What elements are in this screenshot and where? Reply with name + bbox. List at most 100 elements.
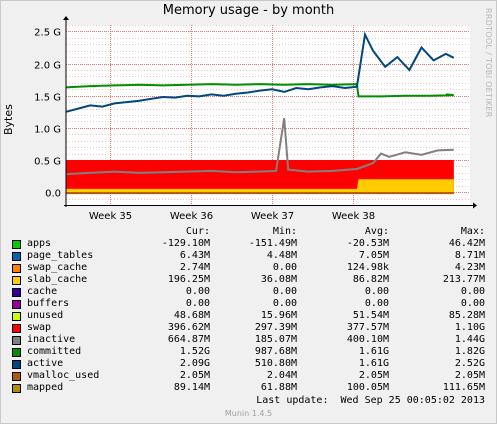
- legend-row: page_tables 6.43M 4.48M 7.05M 8.71M: [0, 250, 497, 262]
- legend-header-min: Min:: [272, 226, 297, 237]
- legend-row: slab_cache 196.25M 36.08M 86.82M 213.77M: [0, 274, 497, 286]
- legend-label: swap_cache: [27, 262, 88, 273]
- legend-min: 0.00: [272, 298, 297, 309]
- legend-row: swap_cache 2.74M 0.00 124.98k 4.23M: [0, 262, 497, 274]
- legend-cur: 396.62M: [167, 322, 210, 333]
- legend-avg: 86.82M: [352, 274, 389, 285]
- legend-avg: 1.61G: [358, 358, 389, 369]
- last-update: Last update: Wed Sep 25 00:05:02 2013: [256, 395, 485, 406]
- legend-cur: 0.00: [185, 286, 210, 297]
- legend-label: active: [27, 358, 64, 369]
- y-tick-label: 2.5 G: [34, 28, 61, 39]
- legend-min: 61.88M: [260, 382, 297, 393]
- x-tick-label: Week 38: [332, 211, 375, 222]
- legend-min: -151.49M: [248, 238, 297, 249]
- legend-swatch: [12, 288, 21, 297]
- legend-swatch: [12, 384, 21, 393]
- memory-chart: 0.0 0.5 G 1.0 G 1.5 G 2.0 G 2.5 G Week 35 Week …: [34, 16, 477, 222]
- legend-label: swap: [27, 322, 52, 333]
- legend-cur: 0.00: [185, 298, 210, 309]
- legend-avg: 51.54M: [352, 310, 389, 321]
- legend-max: 0.00: [460, 298, 485, 309]
- x-tick-label: Week 35: [89, 211, 132, 222]
- legend-label: unused: [27, 310, 64, 321]
- legend-max: 2.52G: [454, 358, 485, 369]
- legend-max: 85.28M: [448, 310, 485, 321]
- legend-row: swap 396.62M 297.39M 377.57M 1.10G: [0, 322, 497, 334]
- inactive-line: [65, 118, 454, 176]
- legend-row: apps -129.10M -151.49M -20.53M 46.42M: [0, 238, 497, 250]
- graph-title: Memory usage - by month: [162, 3, 335, 18]
- legend-min: 185.07M: [254, 334, 297, 345]
- legend-max: 1.10G: [454, 322, 485, 333]
- legend-avg: 1.61G: [358, 346, 389, 357]
- legend-avg: 400.10M: [346, 334, 389, 345]
- legend-swatch: [12, 324, 21, 333]
- y-tick-label: 0.0: [45, 189, 61, 200]
- legend-label: inactive: [27, 334, 76, 345]
- legend-cur: -129.10M: [161, 238, 210, 249]
- y-tick-label: 0.5 G: [34, 157, 61, 168]
- legend-min: 987.68M: [254, 346, 297, 357]
- munin-version: Munin 1.4.5: [224, 409, 273, 418]
- legend-row: active 2.09G 510.80M 1.61G 2.52G: [0, 358, 497, 370]
- legend-swatch: [12, 336, 21, 345]
- legend: Cur: Min: Avg: Max: apps -129.10M -151.49M…: [0, 226, 497, 394]
- legend-max: 0.00: [460, 286, 485, 297]
- legend-swatch: [12, 276, 21, 285]
- legend-header: Cur: Min: Avg: Max:: [0, 226, 497, 238]
- slab-cache-area: [66, 179, 454, 193]
- legend-cur: 89.14M: [173, 382, 210, 393]
- legend-label: committed: [27, 346, 82, 357]
- legend-swatch: [12, 312, 21, 321]
- x-tick-label: Week 36: [170, 211, 213, 222]
- legend-cur: 2.74M: [179, 262, 210, 273]
- legend-cur: 2.09G: [179, 358, 210, 369]
- legend-row: committed 1.52G 987.68M 1.61G 1.82G: [0, 346, 497, 358]
- legend-header-avg: Avg:: [364, 226, 389, 237]
- legend-avg: 7.05M: [358, 250, 389, 261]
- legend-cur: 48.68M: [173, 310, 210, 321]
- legend-min: 4.48M: [266, 250, 297, 261]
- legend-cur: 6.43M: [179, 250, 210, 261]
- y-tick-label: 2.0 G: [34, 61, 61, 72]
- committed-line: [65, 83, 454, 98]
- legend-swatch: [12, 252, 21, 261]
- legend-min: 15.96M: [260, 310, 297, 321]
- legend-swatch: [12, 240, 21, 249]
- legend-cur: 196.25M: [167, 274, 210, 285]
- legend-max: 111.65M: [442, 382, 485, 393]
- active-line: [65, 31, 455, 113]
- y-tick-label: 1.0 G: [34, 125, 61, 136]
- legend-avg: 124.98k: [346, 262, 389, 273]
- legend-label: slab_cache: [27, 274, 88, 285]
- legend-max: 4.23M: [454, 262, 485, 273]
- legend-min: 297.39M: [254, 322, 297, 333]
- legend-swatch: [12, 348, 21, 357]
- rrdtool-credit: RRDTOOL / TOBI OETIKER: [484, 8, 493, 118]
- legend-row: cache 0.00 0.00 0.00 0.00: [0, 286, 497, 298]
- legend-avg: 2.05M: [358, 370, 389, 381]
- legend-cur: 2.05M: [179, 370, 210, 381]
- legend-label: mapped: [27, 382, 64, 393]
- legend-max: 213.77M: [442, 274, 485, 285]
- legend-avg: -20.53M: [346, 238, 389, 249]
- legend-label: page_tables: [27, 250, 94, 261]
- legend-row: unused 48.68M 15.96M 51.54M 85.28M: [0, 310, 497, 322]
- legend-min: 0.00: [272, 286, 297, 297]
- legend-row: mapped 89.14M 61.88M 100.05M 111.65M: [0, 382, 497, 394]
- legend-avg: 0.00: [364, 286, 389, 297]
- legend-min: 2.04M: [266, 370, 297, 381]
- legend-swatch: [12, 300, 21, 309]
- legend-label: vmalloc_used: [27, 370, 100, 381]
- legend-swatch: [12, 264, 21, 273]
- legend-max: 46.42M: [448, 238, 485, 249]
- legend-max: 1.82G: [454, 346, 485, 357]
- legend-label: buffers: [27, 298, 70, 309]
- x-tick-label: Week 37: [251, 211, 294, 222]
- legend-max: 8.71M: [454, 250, 485, 261]
- legend-avg: 0.00: [364, 298, 389, 309]
- legend-avg: 377.57M: [346, 322, 389, 333]
- x-axis-arrow-icon: [473, 202, 477, 209]
- y-tick-label: 1.5 G: [34, 93, 61, 104]
